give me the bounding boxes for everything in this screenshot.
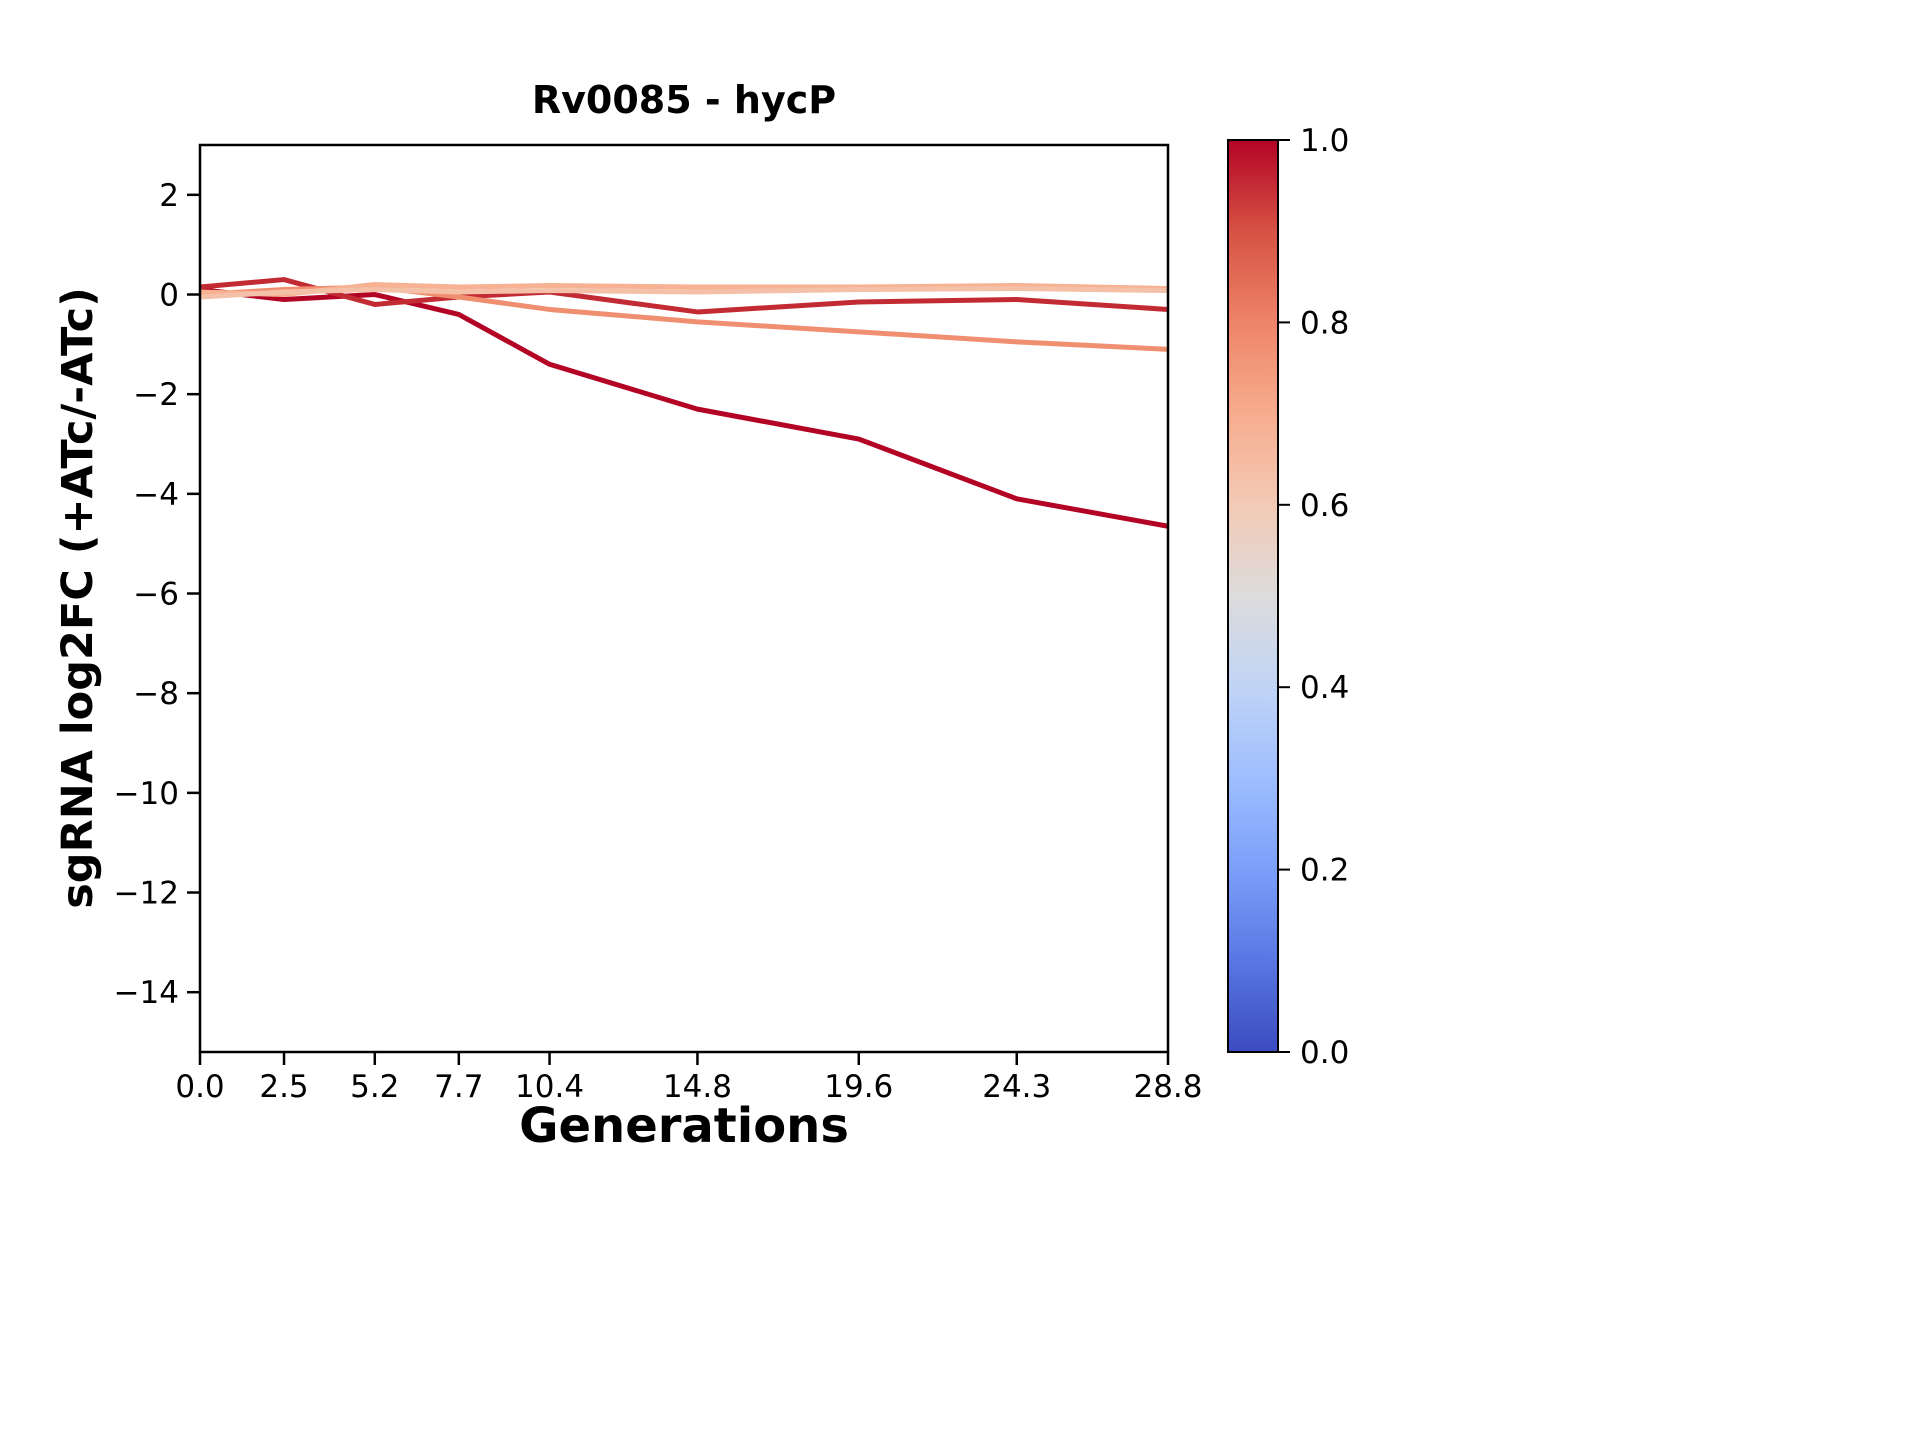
- x-tick-label: 5.2: [350, 1069, 399, 1105]
- x-tick-label: 10.4: [515, 1069, 584, 1105]
- y-tick-label: −8: [133, 676, 179, 712]
- x-tick-label: 0.0: [175, 1069, 224, 1105]
- y-tick-label: −4: [133, 477, 179, 513]
- colorbar-tick-label: 0.8: [1300, 305, 1349, 341]
- y-tick-label: −10: [114, 776, 179, 812]
- colorbar-tick-label: 0.0: [1300, 1035, 1349, 1071]
- y-tick-label: 2: [159, 178, 179, 214]
- y-tick-label: −2: [133, 377, 179, 413]
- x-tick-label: 7.7: [434, 1069, 483, 1105]
- y-tick-label: −14: [114, 975, 179, 1011]
- series-line-4: [199, 286, 1169, 300]
- x-tick-label: 28.8: [1133, 1069, 1202, 1105]
- series-line-0: [199, 287, 1169, 529]
- axes-spines: [198, 143, 1170, 1054]
- y-tick-label: −12: [114, 876, 179, 912]
- y-tick-label: −6: [133, 577, 179, 613]
- colorbar-frame: [1227, 139, 1279, 1053]
- colorbar-tick-label: 0.6: [1300, 488, 1349, 524]
- colorbar-gradient: [1228, 140, 1278, 1052]
- colorbar-tick-label: 0.4: [1300, 670, 1349, 706]
- x-axis-label: Generations: [519, 1098, 849, 1154]
- colorbar-tick-label: 0.2: [1300, 853, 1349, 889]
- x-tick-label: 2.5: [259, 1069, 308, 1105]
- chart-title: Rv0085 - hycP: [531, 78, 837, 122]
- x-tick-label: 19.6: [824, 1069, 893, 1105]
- colorbar-tick-label: 1.0: [1300, 123, 1349, 159]
- x-tick-label: 24.3: [982, 1069, 1051, 1105]
- x-tick-label: 14.8: [663, 1069, 732, 1105]
- y-tick-label: 0: [159, 278, 179, 314]
